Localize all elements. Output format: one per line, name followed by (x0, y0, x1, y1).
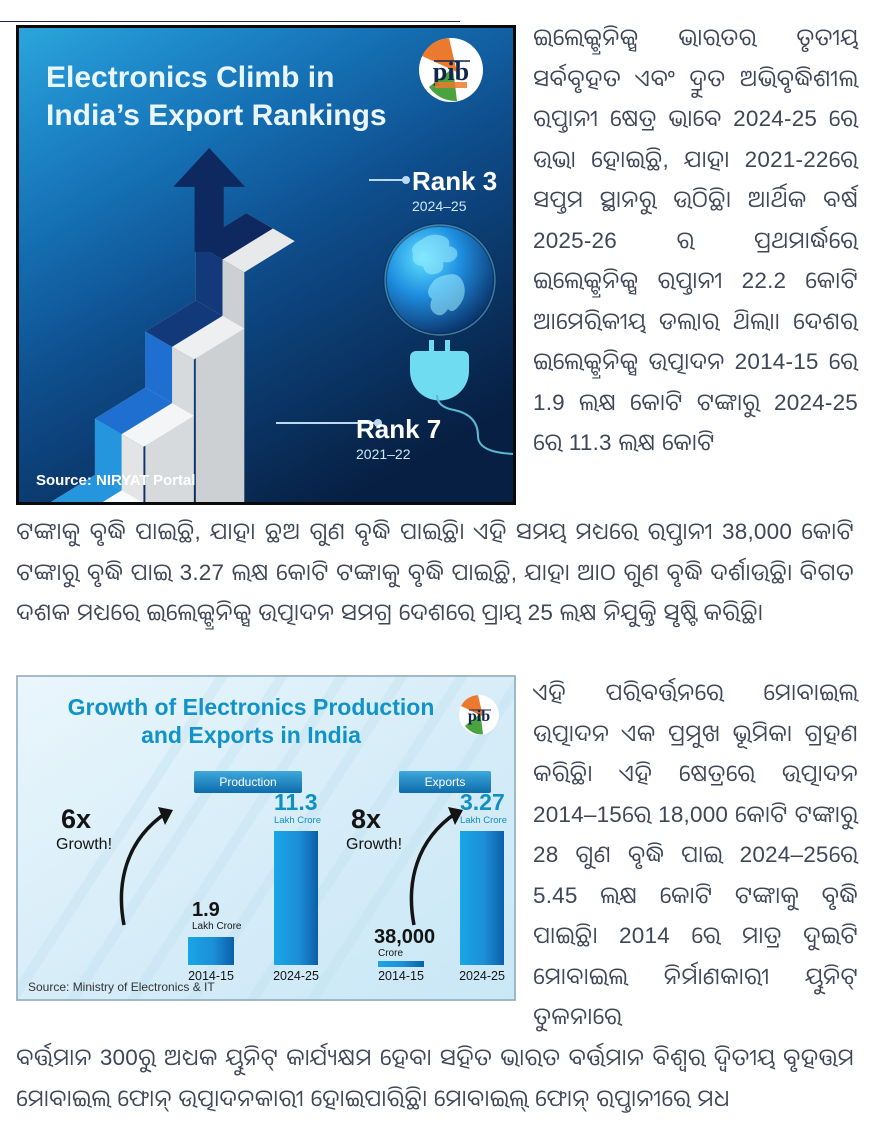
svg-text:Lakh Crore: Lakh Crore (274, 815, 321, 826)
svg-text:Growth of Electronics Producti: Growth of Electronics Production (68, 694, 435, 720)
svg-text:Lakh Crore: Lakh Crore (460, 815, 507, 826)
svg-text:Lakh Crore: Lakh Crore (192, 921, 242, 932)
svg-text:11.3: 11.3 (274, 789, 318, 815)
svg-text:6x: 6x (61, 804, 91, 834)
svg-text:Crore: Crore (378, 948, 403, 959)
svg-text:Growth!: Growth! (346, 836, 402, 853)
svg-text:1.9: 1.9 (192, 899, 220, 921)
svg-text:Electronics Climb in: Electronics Climb in (46, 61, 334, 94)
svg-text:2021–22: 2021–22 (356, 446, 411, 462)
svg-text:and Exports in India: and Exports in India (141, 722, 361, 748)
svg-text:Source: NIRYAT Portal: Source: NIRYAT Portal (36, 472, 195, 489)
svg-text:2014-15: 2014-15 (378, 969, 424, 983)
svg-text:Production: Production (219, 775, 276, 789)
svg-text:3.27: 3.27 (460, 789, 505, 815)
svg-text:Growth!: Growth! (56, 836, 112, 853)
svg-text:2024-25: 2024-25 (459, 969, 505, 983)
svg-text:2024–25: 2024–25 (412, 198, 467, 214)
svg-text:2024-25: 2024-25 (273, 969, 319, 983)
svg-text:India’s Export Rankings: India’s Export Rankings (46, 99, 387, 132)
svg-text:Rank 7: Rank 7 (356, 414, 441, 444)
svg-text:Source: Ministry of Electronic: Source: Ministry of Electronics & IT (28, 980, 215, 994)
svg-text:Exports: Exports (425, 775, 466, 789)
svg-text:Rank 3: Rank 3 (412, 166, 497, 196)
svg-text:38,000: 38,000 (374, 926, 435, 948)
svg-text:8x: 8x (351, 804, 381, 834)
